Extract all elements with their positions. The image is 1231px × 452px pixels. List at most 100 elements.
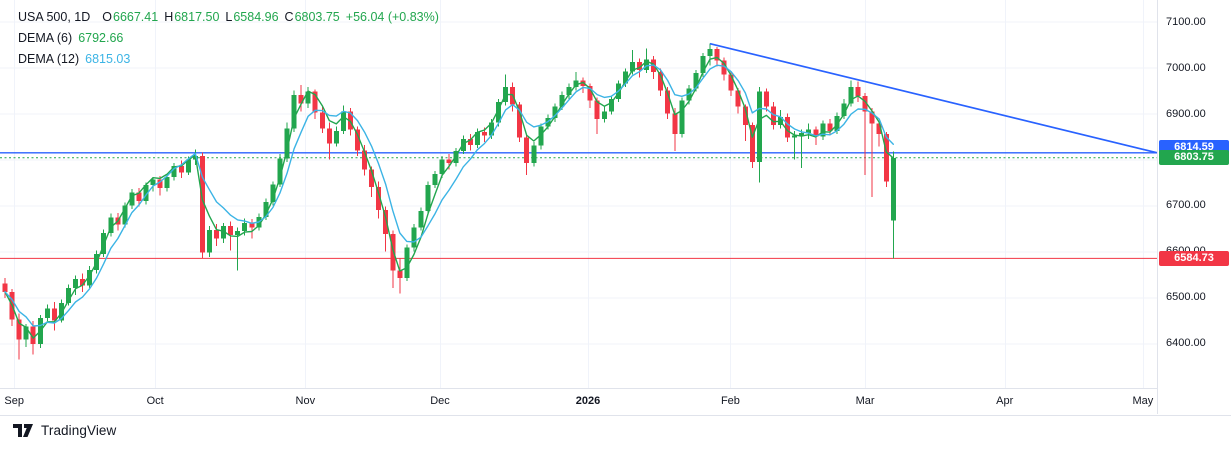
candle-up (235, 231, 241, 235)
candle-up (185, 159, 191, 173)
candle-down (136, 192, 142, 201)
candle-down (481, 131, 487, 136)
candle-up (411, 227, 417, 248)
candle-up (284, 128, 290, 159)
candle-down (376, 187, 382, 211)
candle-down (369, 169, 375, 188)
candle-up (799, 132, 805, 136)
price-tick-label: 7000.00 (1166, 61, 1206, 74)
candle-down (228, 226, 234, 235)
candle-down (362, 150, 368, 170)
candle-down (763, 91, 769, 107)
candle-up (143, 185, 149, 201)
candle-down (862, 96, 868, 112)
candle-down (587, 85, 593, 101)
candle-down (383, 210, 389, 234)
candle-up (679, 100, 685, 135)
candle-down (355, 129, 360, 151)
change-value: +56.04 (+0.83%) (345, 10, 439, 24)
candle-up (792, 135, 798, 138)
candle-up (122, 205, 128, 225)
candle-up (340, 111, 346, 132)
price-tick-label: 7100.00 (1166, 15, 1206, 28)
candle-up (58, 302, 64, 321)
candle-down (658, 72, 664, 91)
candle-up (418, 210, 424, 228)
candle-up (820, 123, 826, 137)
indicator-label: DEMA (6) (18, 31, 73, 45)
candle-down (312, 91, 318, 113)
candle-up (573, 80, 579, 87)
candle-down (594, 100, 600, 120)
candle-up (263, 201, 269, 217)
candle-up (629, 62, 635, 72)
candle-down (735, 90, 741, 107)
symbol-legend: USA 500, 1D O 6667.41 H 6817.50 L 6584.96 C… (18, 7, 439, 70)
candle-down (214, 230, 219, 239)
price-axis[interactable]: 7100.007000.006900.006700.006600.006500.… (1157, 0, 1231, 414)
time-axis[interactable]: Sep Oct Nov Dec 2026 Feb Mar Apr May (0, 388, 1231, 416)
candle-up (644, 59, 650, 70)
dema12-line[interactable] (4, 64, 894, 327)
symbol-title-row[interactable]: USA 500, 1D O 6667.41 H 6817.50 L 6584.96 C… (18, 7, 439, 28)
candle-down (326, 128, 332, 144)
grid (0, 0, 1157, 388)
price-tick-label: 6900.00 (1166, 107, 1206, 120)
candle-down (467, 138, 473, 145)
candle-down (883, 134, 889, 182)
candle-down (397, 270, 403, 279)
candle-down (876, 123, 882, 135)
candle-up (834, 115, 840, 132)
candle-up (496, 102, 501, 123)
candle-up (65, 288, 71, 303)
price-tick-label: 6400.00 (1166, 337, 1206, 350)
candle-up (552, 106, 558, 119)
candle-down (517, 104, 523, 138)
candle-up (171, 165, 177, 177)
dema6-line[interactable] (4, 56, 894, 339)
indicator-row-dema6[interactable]: DEMA (6) 6792.66 (18, 28, 439, 49)
candle-down (665, 90, 671, 114)
time-tick-label: May (1132, 395, 1154, 407)
ohlc-open: O 6667.41 (102, 10, 159, 24)
indicator-label: DEMA (12) (18, 52, 80, 66)
time-tick-label: Feb (720, 395, 740, 407)
candle-up (44, 308, 50, 318)
candle-up (566, 86, 572, 96)
descending-trendline[interactable] (709, 42, 1157, 154)
candle-down (785, 117, 791, 138)
candle-down (637, 62, 642, 70)
ohlc-low: L 6584.96 (225, 10, 279, 24)
tradingview-logo-icon (13, 424, 33, 437)
candle-down (30, 326, 36, 345)
candle-down (749, 125, 755, 162)
tradingview-attribution-link[interactable]: TradingView (12, 421, 116, 439)
candle-down (16, 319, 22, 340)
candle-up (453, 151, 459, 164)
brand-text: TradingView (41, 422, 117, 438)
indicator-row-dema12[interactable]: DEMA (12) 6815.03 (18, 49, 439, 70)
candle-up (73, 278, 78, 289)
time-tick-label: Nov (295, 395, 316, 407)
candle-up (474, 131, 480, 145)
candle-down (199, 155, 205, 253)
candle-up (404, 247, 410, 279)
candle-down (827, 123, 833, 132)
candle-up (164, 176, 170, 188)
candle-down (770, 106, 776, 126)
candle-down (80, 278, 86, 286)
support-line-price-badge: 6584.73 (1159, 250, 1229, 266)
candle-up (23, 326, 29, 340)
candle-up (221, 226, 227, 239)
time-tick-label: Apr (996, 395, 1014, 407)
candle-down (855, 86, 861, 97)
candle-up (277, 158, 283, 185)
candle-down (721, 60, 727, 75)
indicator-value: 6815.03 (85, 52, 131, 66)
price-chart-canvas[interactable] (0, 0, 1157, 388)
candle-up (622, 71, 628, 84)
ohlc-high: H 6817.50 (164, 10, 220, 24)
candle-up (206, 230, 212, 253)
candle-up (531, 145, 537, 164)
